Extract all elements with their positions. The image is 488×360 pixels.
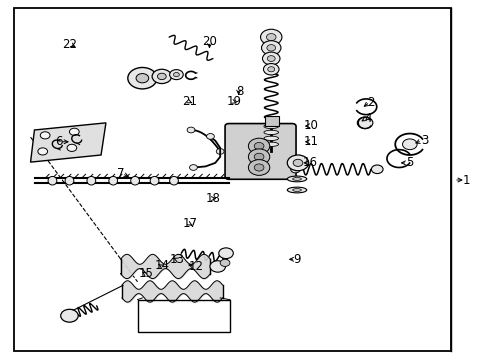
Circle shape [67,144,77,152]
Text: 4: 4 [364,112,371,125]
Circle shape [220,259,229,266]
Ellipse shape [48,176,57,185]
Circle shape [290,166,300,173]
Ellipse shape [264,142,278,147]
Circle shape [69,128,79,135]
Text: 15: 15 [139,267,153,280]
Circle shape [209,261,225,272]
Ellipse shape [109,176,117,185]
Text: 8: 8 [236,85,243,98]
Ellipse shape [287,176,306,182]
Text: 3: 3 [420,134,427,147]
Circle shape [263,64,279,75]
Circle shape [262,52,280,65]
Circle shape [292,159,302,166]
Text: 10: 10 [304,119,318,132]
Ellipse shape [292,177,301,180]
Text: 19: 19 [226,95,241,108]
Circle shape [218,248,233,258]
Text: 6: 6 [55,135,62,148]
Circle shape [254,143,264,150]
Circle shape [248,159,269,175]
Circle shape [260,29,282,45]
Circle shape [189,165,197,170]
Circle shape [371,165,382,174]
Circle shape [248,149,269,165]
Circle shape [40,132,50,139]
Circle shape [402,139,416,150]
Text: 5: 5 [406,156,413,169]
Text: 17: 17 [182,217,197,230]
Text: 14: 14 [154,259,169,272]
Circle shape [61,309,78,322]
Circle shape [206,134,214,139]
Ellipse shape [292,189,301,192]
Circle shape [254,164,264,171]
Circle shape [169,69,183,80]
Ellipse shape [87,176,96,185]
Text: 16: 16 [302,156,317,169]
Ellipse shape [130,176,139,185]
Ellipse shape [287,187,306,193]
Circle shape [136,73,148,83]
Circle shape [216,149,224,154]
Text: 18: 18 [205,192,220,205]
Circle shape [187,127,195,133]
Text: 2: 2 [366,96,374,109]
Circle shape [157,73,166,80]
Circle shape [357,117,372,129]
Bar [264,116,278,126]
Ellipse shape [150,176,159,185]
Ellipse shape [264,124,278,129]
Circle shape [254,153,264,160]
FancyBboxPatch shape [224,123,295,179]
Ellipse shape [169,176,178,185]
Circle shape [127,67,157,89]
Text: 12: 12 [188,260,203,273]
Ellipse shape [264,136,278,140]
Circle shape [173,72,179,77]
Circle shape [266,45,275,51]
Text: 1: 1 [462,174,469,186]
Ellipse shape [65,176,74,185]
Circle shape [261,41,281,55]
Text: 7: 7 [117,167,124,180]
Circle shape [248,138,269,154]
Circle shape [287,155,308,171]
Text: 21: 21 [182,95,197,108]
Text: 13: 13 [170,253,184,266]
Text: 11: 11 [304,135,319,148]
Text: 9: 9 [293,253,300,266]
Circle shape [267,67,274,72]
Circle shape [38,148,47,155]
Circle shape [266,33,276,41]
Bar [137,300,229,332]
Circle shape [152,69,171,84]
Text: 22: 22 [62,38,77,51]
Ellipse shape [264,130,278,135]
Text: 20: 20 [202,35,217,48]
Circle shape [267,56,275,62]
Polygon shape [30,123,106,162]
